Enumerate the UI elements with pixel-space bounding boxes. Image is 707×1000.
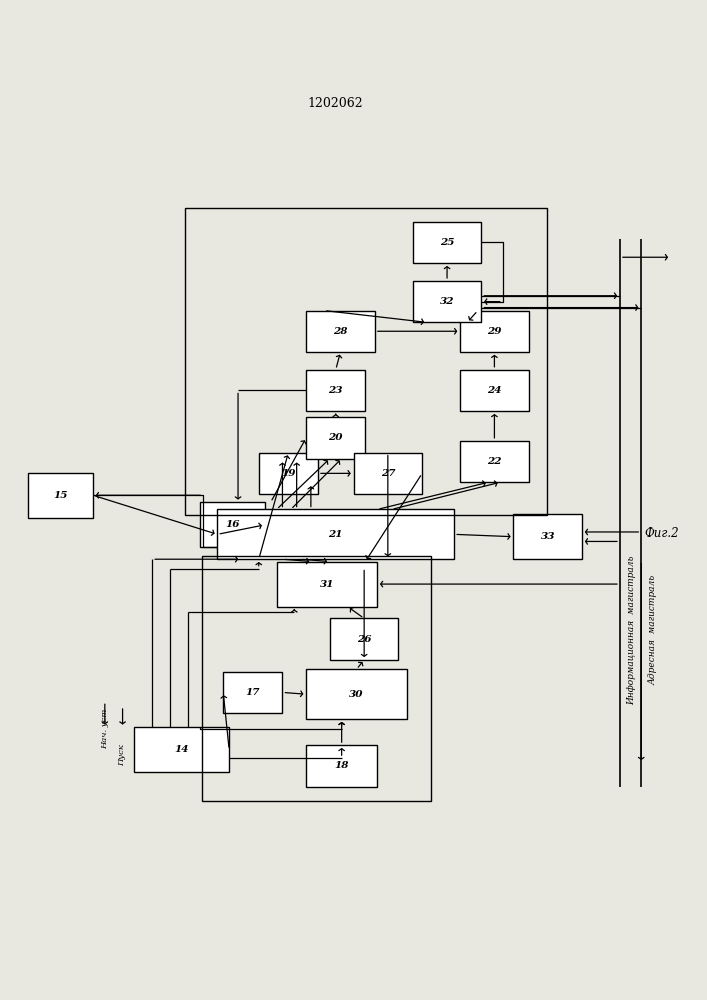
Bar (217, 509, 454, 559)
Bar (223, 672, 283, 713)
Bar (306, 311, 375, 352)
Text: 28: 28 (333, 327, 348, 336)
Text: 15: 15 (53, 491, 68, 500)
Text: Нач. уст: Нач. уст (101, 708, 109, 749)
Text: 27: 27 (380, 469, 395, 478)
Bar (306, 669, 407, 719)
Text: Адресная  магистраль: Адресная магистраль (648, 575, 658, 685)
Text: Фиг.2: Фиг.2 (644, 527, 679, 540)
Text: 1202062: 1202062 (308, 97, 363, 110)
Bar (413, 281, 481, 322)
Text: 17: 17 (245, 688, 260, 697)
Bar (259, 453, 318, 494)
Text: 33: 33 (540, 532, 555, 541)
Text: Информационная  магистраль: Информационная магистраль (627, 556, 636, 705)
Text: 26: 26 (357, 635, 371, 644)
Bar (202, 556, 431, 801)
Text: 29: 29 (487, 327, 502, 336)
Bar (306, 745, 377, 787)
Text: 21: 21 (329, 530, 343, 539)
Text: Пуск: Пуск (119, 745, 127, 766)
Bar (330, 618, 399, 660)
Bar (134, 727, 229, 772)
Text: 22: 22 (487, 457, 502, 466)
Text: 31: 31 (320, 580, 334, 589)
Text: 20: 20 (329, 433, 343, 442)
Text: 25: 25 (440, 238, 455, 247)
Text: 23: 23 (329, 386, 343, 395)
Text: 30: 30 (349, 690, 363, 699)
Bar (306, 417, 366, 459)
Bar (413, 222, 481, 263)
Text: 16: 16 (225, 520, 240, 529)
Text: 24: 24 (487, 386, 502, 395)
Bar (306, 370, 366, 411)
Bar (460, 441, 529, 482)
Bar (276, 562, 377, 607)
Text: 14: 14 (175, 745, 189, 754)
Bar (354, 453, 422, 494)
Bar (199, 502, 264, 547)
Text: 32: 32 (440, 297, 455, 306)
Bar (513, 514, 582, 559)
Bar (460, 311, 529, 352)
Bar (28, 473, 93, 518)
Bar (460, 370, 529, 411)
Text: 19: 19 (281, 469, 296, 478)
Text: 18: 18 (334, 761, 349, 770)
Bar (185, 208, 547, 515)
